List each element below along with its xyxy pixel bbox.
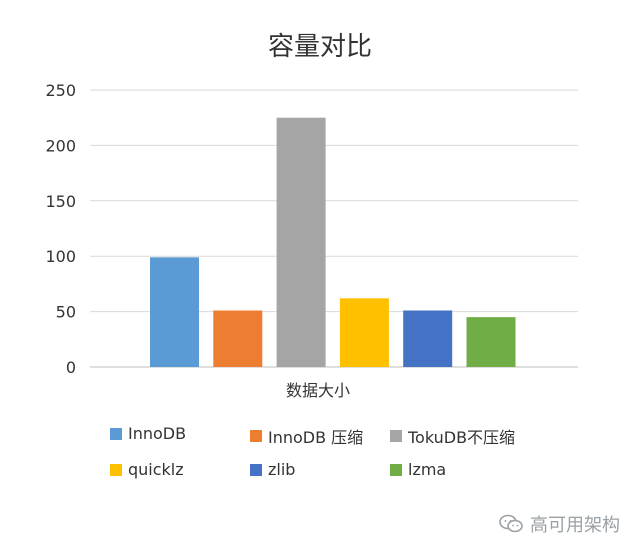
watermark: 高可用架构 xyxy=(498,511,620,537)
bar-tokudb不压缩[interactable] xyxy=(276,117,326,367)
y-tick-label: 100 xyxy=(45,247,76,266)
y-tick-label: 50 xyxy=(56,303,76,322)
y-tick-label: 250 xyxy=(45,81,76,100)
bar-innodb[interactable] xyxy=(150,257,199,367)
y-tick-label: 200 xyxy=(45,136,76,155)
y-tick-label: 0 xyxy=(66,358,76,377)
wechat-icon xyxy=(499,514,523,533)
watermark-text: 高可用架构 xyxy=(530,515,620,536)
x-axis-label: 数据大小 xyxy=(286,381,350,400)
chart-title: 容量对比 xyxy=(268,32,372,62)
bar-zlib[interactable] xyxy=(403,310,453,367)
y-tick-label: 150 xyxy=(45,192,76,211)
bar-lzma[interactable] xyxy=(466,317,516,367)
y-axis-ticks: 0 50 100 150 200 250 xyxy=(45,81,76,377)
bars xyxy=(150,117,516,367)
bar-quicklz[interactable] xyxy=(339,298,389,367)
bar-innodb-压缩[interactable] xyxy=(213,310,263,367)
